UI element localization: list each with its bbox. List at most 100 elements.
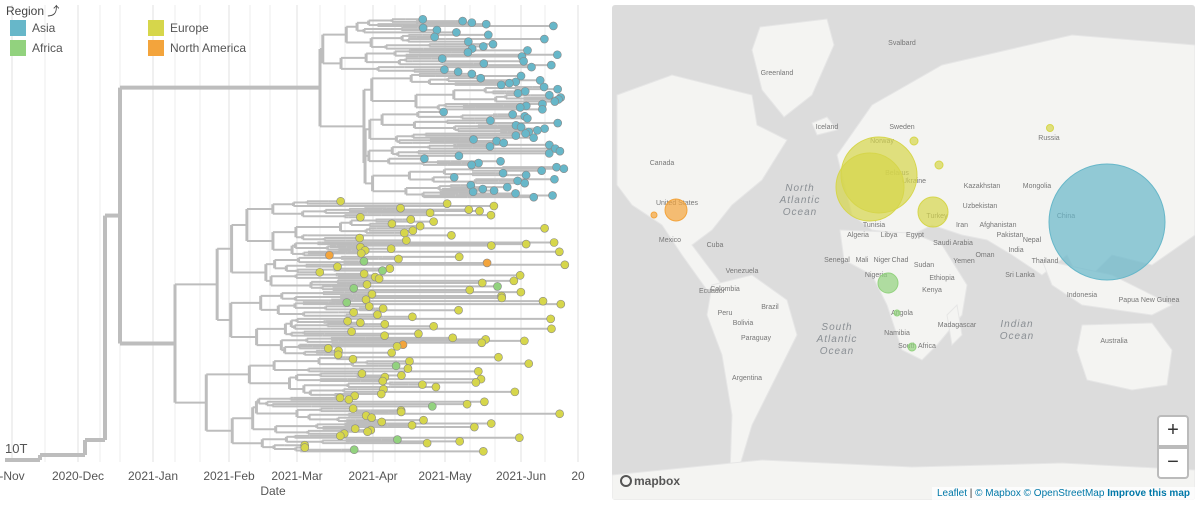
tip <box>429 217 438 226</box>
place-label: Sweden <box>889 124 914 131</box>
tip <box>467 18 477 27</box>
tip <box>502 182 512 192</box>
tip <box>462 399 472 409</box>
legend-item[interactable]: Africa <box>10 40 63 56</box>
zoom-in[interactable]: + <box>1157 415 1189 447</box>
tip <box>386 244 396 254</box>
tip <box>540 223 549 233</box>
tips <box>300 14 570 456</box>
tip <box>378 304 388 313</box>
legend-item[interactable]: Europe <box>148 20 209 36</box>
tip <box>464 205 474 214</box>
place-label: Mexico <box>659 237 681 244</box>
legend-title[interactable]: Region ⤴ <box>6 4 60 18</box>
tip <box>455 437 465 446</box>
tip <box>527 62 536 72</box>
tip <box>348 354 358 364</box>
region-bubble <box>1046 124 1054 132</box>
region-bubble <box>907 342 917 352</box>
tip <box>458 16 467 26</box>
tip <box>349 445 359 454</box>
tip <box>333 262 342 271</box>
region-bubble <box>909 136 919 146</box>
tip <box>362 280 372 289</box>
region-bubble <box>650 211 658 219</box>
x-tick-label: 2020-Dec <box>52 469 104 483</box>
place-label: Cuba <box>707 242 724 249</box>
ocean-label: Atlantic <box>779 195 821 206</box>
place-label: Svalbard <box>888 40 916 47</box>
osm-link[interactable]: © OpenStreetMap <box>1023 488 1105 499</box>
tip <box>545 90 554 100</box>
place-label: Peru <box>718 310 733 317</box>
tip <box>552 162 561 172</box>
place-label: Angola <box>891 310 913 317</box>
tip <box>559 164 569 174</box>
tip <box>479 42 488 51</box>
tip <box>364 302 374 311</box>
tip <box>392 342 402 351</box>
tip <box>523 46 532 55</box>
tip <box>406 215 416 224</box>
tip <box>521 239 531 249</box>
tip <box>515 103 525 112</box>
legend-item[interactable]: Asia <box>10 20 55 36</box>
tip <box>556 299 566 309</box>
tip <box>493 282 502 291</box>
tip <box>544 149 554 158</box>
tip <box>553 84 562 94</box>
place-label: Iceland <box>816 124 839 131</box>
tip <box>533 126 542 135</box>
tip <box>387 348 396 358</box>
x-tick-label: 20 <box>571 469 585 483</box>
tip <box>520 178 530 188</box>
tip <box>387 219 397 229</box>
improve-link[interactable]: Improve this map <box>1107 488 1190 499</box>
place-label: Afghanistan <box>980 222 1017 229</box>
tip <box>487 241 496 250</box>
tip <box>538 105 547 114</box>
tip <box>475 206 484 216</box>
tree-panel: 10T Date -Nov 2020-Dec 2021-Jan 2021-Feb 202… <box>0 5 585 498</box>
ocean-label: South <box>821 322 852 333</box>
place-label: Russia <box>1038 135 1060 142</box>
tip <box>378 266 387 275</box>
ocean-label: Indian <box>1000 319 1033 330</box>
place-label: Namibia <box>884 330 910 337</box>
ocean-label: Ocean <box>783 207 817 218</box>
tip <box>548 191 557 200</box>
place-label: Saudi Arabia <box>933 240 973 247</box>
tip <box>520 336 529 346</box>
tip <box>408 312 417 322</box>
tip <box>415 221 425 231</box>
tip <box>430 32 439 42</box>
place-label: Uzbekistan <box>963 203 998 210</box>
tip <box>467 160 476 170</box>
place-label: Senegal <box>824 257 850 264</box>
place-label: Thailand <box>1032 258 1059 265</box>
tip <box>529 192 539 202</box>
tip <box>357 369 367 378</box>
tip <box>437 54 447 63</box>
tip <box>486 116 495 125</box>
tip <box>440 65 449 74</box>
tip <box>469 135 478 144</box>
zoom-out[interactable]: − <box>1157 447 1189 479</box>
tip <box>408 226 418 235</box>
tip <box>555 247 564 257</box>
tip <box>367 413 376 422</box>
leaflet-link[interactable]: Leaflet <box>936 488 967 499</box>
tip <box>380 331 389 340</box>
legend-item[interactable]: North America <box>148 40 246 56</box>
tip <box>400 228 409 238</box>
tip <box>349 283 359 293</box>
tip <box>344 395 354 404</box>
region-bubble <box>917 196 949 228</box>
tip <box>496 156 505 166</box>
mapbox-logo[interactable]: mapbox <box>620 474 680 488</box>
tip <box>418 23 428 33</box>
legend-label: Europe <box>170 21 209 35</box>
mapbox-link[interactable]: © Mapbox <box>975 488 1021 499</box>
tip <box>520 87 530 96</box>
tip <box>505 78 514 88</box>
